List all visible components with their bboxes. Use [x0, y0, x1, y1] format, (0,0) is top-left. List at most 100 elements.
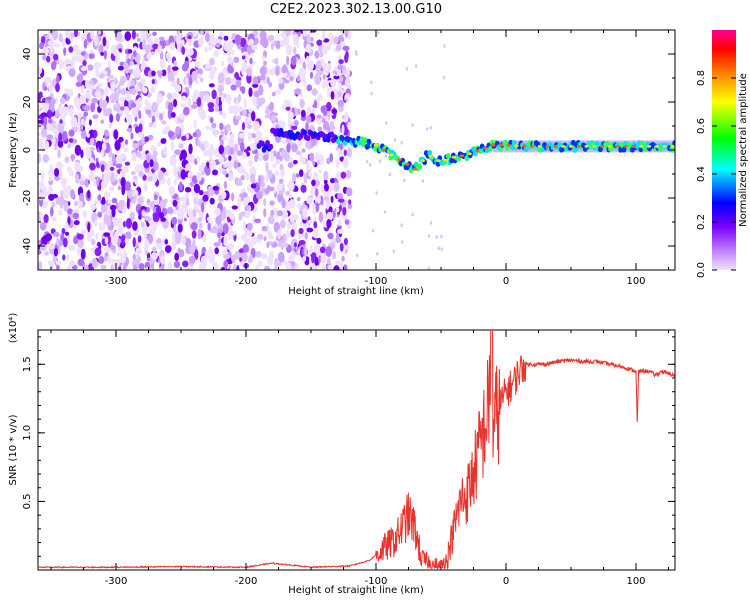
heatmap-cell: [160, 262, 165, 270]
heatmap-cell: [227, 230, 233, 241]
heatmap-cell: [344, 78, 350, 87]
heatmap-cell: [47, 260, 55, 266]
heatmap-cell: [285, 45, 293, 56]
heatmap-cell: [40, 51, 45, 56]
heatmap-cell: [132, 221, 138, 231]
heatmap-cell: [300, 116, 307, 121]
heatmap-cell: [249, 173, 255, 184]
heatmap-cell: [223, 254, 230, 260]
heatmap-cell: [311, 254, 315, 264]
heatmap-cell: [70, 116, 78, 128]
heatmap-cell: [192, 208, 197, 218]
heatmap-cell: [38, 119, 44, 124]
heatmap-cell: [286, 142, 291, 153]
heatmap-cell: [184, 77, 190, 85]
heatmap-cell: [319, 155, 325, 166]
heatmap-cell: [291, 143, 298, 153]
heatmap-cell: [232, 264, 237, 270]
heatmap-cell: [248, 38, 254, 46]
heatmap-cell: [306, 84, 313, 92]
heatmap-cell: [285, 190, 291, 196]
spectrogram-heatmap: [38, 30, 675, 270]
heatmap-cell: [483, 146, 488, 150]
heatmap-cell: [117, 84, 121, 93]
heatmap-cell: [185, 198, 190, 207]
heatmap-cell: [90, 30, 95, 40]
heatmap-cell: [223, 163, 229, 168]
heatmap-cell: [263, 60, 267, 66]
heatmap-cell: [228, 147, 235, 155]
heatmap-cell: [381, 148, 386, 152]
heatmap-cell: [144, 136, 150, 143]
heatmap-cell: [322, 121, 330, 131]
heatmap-cell: [297, 140, 303, 147]
heatmap-cell: [219, 166, 224, 174]
heatmap-cell: [397, 158, 402, 162]
heatmap-cell: [81, 84, 85, 94]
heatmap-cell: [67, 143, 71, 149]
heatmap-cell: [79, 180, 85, 186]
chart-title: C2E2.2023.302.13.00.G10: [269, 2, 443, 17]
heatmap-cell: [217, 72, 225, 84]
heatmap-cell: [208, 254, 215, 264]
heatmap-cell: [333, 36, 339, 44]
heatmap-cell: [61, 177, 67, 188]
heatmap-cell: [285, 262, 292, 270]
heatmap-cell: [242, 109, 248, 116]
heatmap-cell: [245, 172, 250, 181]
heatmap-cell: [54, 43, 61, 48]
heatmap-cell: [50, 206, 54, 217]
heatmap-cell: [137, 235, 142, 243]
y-tick-label: 0: [22, 147, 33, 153]
heatmap-cell: [152, 161, 159, 171]
heatmap-cell: [227, 50, 232, 57]
heatmap-cell: [329, 120, 334, 131]
heatmap-cell: [117, 185, 122, 191]
heatmap-cell: [59, 97, 66, 105]
heatmap-cell: [305, 122, 309, 132]
heatmap-cell: [152, 246, 157, 253]
heatmap-cell: [40, 112, 48, 118]
heatmap-cell: [43, 86, 48, 91]
heatmap-cell: [295, 173, 300, 178]
heatmap-cell: [654, 145, 659, 148]
heatmap-cell: [341, 124, 345, 135]
heatmap-cell: [80, 122, 84, 131]
heatmap-cell: [251, 111, 256, 122]
heatmap-cell: [294, 263, 300, 270]
heatmap-cell: [284, 242, 289, 248]
heatmap-cell: [335, 207, 340, 213]
heatmap-cell: [204, 165, 208, 173]
heatmap-cell: [77, 258, 85, 267]
heatmap-cell: [221, 135, 228, 141]
heatmap-cell: [338, 82, 342, 92]
heatmap-cell: [87, 222, 91, 233]
heatmap-cell: [522, 144, 527, 148]
heatmap-cell: [133, 229, 141, 236]
heatmap-cell: [152, 150, 158, 157]
heatmap-cell: [205, 63, 211, 70]
heatmap-cell: [327, 264, 333, 270]
heatmap-cell: [55, 260, 62, 266]
x-tick-label: -300: [105, 276, 128, 287]
heatmap-cell: [319, 246, 326, 254]
heatmap-cell: [178, 143, 184, 149]
colorbar-label: Normalized spectral amplitude: [738, 73, 749, 227]
heatmap-cell: [69, 260, 75, 267]
heatmap-cell: [278, 196, 284, 202]
heatmap-cell: [87, 64, 94, 71]
heatmap-cell: [200, 260, 208, 268]
heatmap-cell: [188, 255, 196, 264]
heatmap-cell: [45, 96, 53, 101]
heatmap-cell: [137, 197, 144, 205]
heatmap-cell: [144, 240, 150, 248]
heatmap-cell: [337, 228, 344, 234]
heatmap-cell: [344, 53, 349, 64]
heatmap-cell: [138, 214, 142, 220]
heatmap-cell: [229, 212, 235, 220]
heatmap-cell: [90, 102, 95, 113]
heatmap-cell: [417, 163, 422, 170]
heatmap-cell: [93, 220, 98, 227]
heatmap-cell: [340, 171, 347, 179]
heatmap-cell: [411, 212, 414, 217]
